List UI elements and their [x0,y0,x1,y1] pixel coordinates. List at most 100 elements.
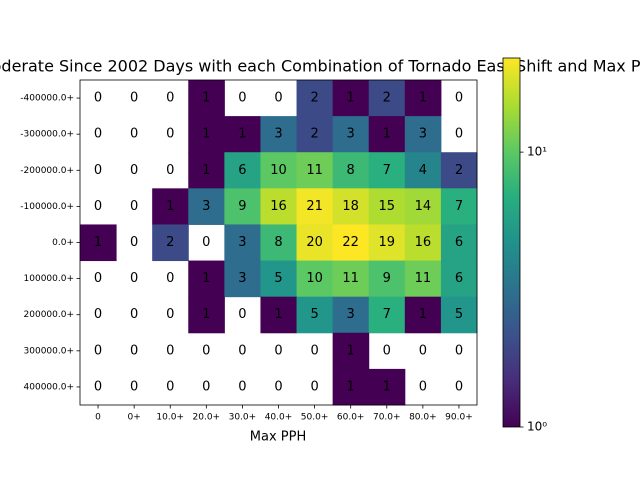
heatmap-cell [188,116,225,153]
cell-label: 1 [202,127,210,142]
cell-label: 0 [130,343,138,358]
heatmap-cell [404,224,442,262]
cell-label: 11 [415,271,432,286]
colorbar-tick-label: 10⁰ [527,420,547,434]
heatmap-cell [188,296,225,334]
cell-label: 0 [455,379,463,394]
cell-label: 1 [202,91,210,106]
heatmap-cell [296,224,334,262]
cell-label: 0 [94,163,102,178]
heatmap-cell [224,188,261,225]
cell-label: 0 [166,271,174,286]
cell-label: 0 [130,379,138,394]
cell-label: 2 [383,91,391,106]
heatmap-cell [332,224,370,262]
cell-label: 3 [202,199,210,214]
cell-label: 2 [310,127,318,142]
cell-label: 0 [455,343,463,358]
cell-label: 0 [130,199,138,214]
y-tick-label: 0.0+ [52,238,74,248]
cell-label: 11 [342,271,359,286]
heatmap-cell [152,188,189,225]
cell-label: 1 [238,127,246,142]
heatmap-cell [260,260,298,298]
y-tick-label: 300000.0+ [24,346,74,356]
cell-label: 0 [94,127,102,142]
cell-label: 6 [238,163,246,178]
y-tick-label: -300000.0+ [20,130,74,140]
cell-label: 11 [306,163,323,178]
cell-label: 9 [238,199,246,214]
heatmap-cell [296,188,334,225]
cell-label: 0 [94,91,102,106]
cell-label: 0 [130,271,138,286]
heatmap-cell [440,296,478,334]
y-tick-label: -100000.0+ [20,202,74,212]
cell-label: 1 [419,91,427,106]
heatmap-cell [332,332,370,370]
cell-label: 0 [166,379,174,394]
y-tick-label: 100000.0+ [24,274,74,284]
cell-label: 0 [130,127,138,142]
cell-label: 0 [130,91,138,106]
heatmap-cell [332,188,370,225]
cell-label: 0 [274,343,282,358]
cell-label: 16 [270,199,287,214]
cell-label: 10 [270,163,287,178]
heatmap-cell [440,188,478,225]
cell-label: 0 [202,379,210,394]
cell-label: 0 [166,91,174,106]
heatmap-cell [260,188,298,225]
cell-label: 0 [455,127,463,142]
x-tick-label: 50.0+ [301,413,329,423]
cell-label: 1 [347,379,355,394]
cell-label: 1 [166,199,174,214]
heatmap-cell [368,296,406,334]
heatmap-cell [404,152,442,189]
heatmap-cell [260,152,298,189]
cell-label: 7 [383,307,391,322]
cell-label: 1 [202,271,210,286]
y-tick-label: 400000.0+ [24,382,74,392]
x-axis-label: Max PPH [250,430,306,445]
heatmap-cell [224,116,261,153]
cell-label: 20 [306,235,323,250]
heatmap-cell [404,296,442,334]
cell-label: 5 [455,307,463,322]
heatmap-cell [296,116,334,153]
cell-label: 1 [202,307,210,322]
heatmap-cell [440,152,478,189]
cell-label: 1 [383,379,391,394]
heatmap-cell [404,260,442,298]
cell-label: 8 [274,235,282,250]
cell-label: 0 [238,343,246,358]
cell-label: 6 [455,271,463,286]
cell-label: 4 [419,163,427,178]
cell-label: 3 [238,271,246,286]
heatmap-cell [404,188,442,225]
heatmap-cell [224,260,261,298]
heatmap-cell [404,80,442,117]
heatmap-cell [188,260,225,298]
cell-label: 15 [378,199,395,214]
cell-label: 0 [455,91,463,106]
heatmap-cell [368,80,406,117]
cell-label: 1 [202,163,210,178]
cell-label: 0 [419,343,427,358]
heatmap-cell [332,296,370,334]
cell-label: 8 [347,163,355,178]
cell-label: 7 [455,199,463,214]
cell-label: 1 [94,235,102,250]
heatmap-cell [80,224,117,262]
heatmap-cell [440,260,478,298]
cell-label: 6 [455,235,463,250]
cell-label: 21 [306,199,323,214]
cell-label: 0 [310,379,318,394]
cell-label: 0 [130,235,138,250]
cell-label: 0 [238,91,246,106]
chart-title: Moderate Since 2002 Days with each Combi… [0,57,640,76]
heatmap-cell [260,116,298,153]
cell-label: 5 [274,271,282,286]
y-tick-label: -400000.0+ [20,94,74,104]
